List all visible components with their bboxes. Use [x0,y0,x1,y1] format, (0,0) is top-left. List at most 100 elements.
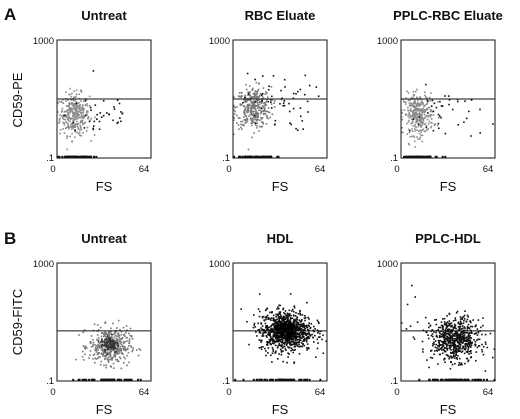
data-point [280,350,283,352]
data-point [263,108,266,110]
data-point [409,136,412,138]
data-point [298,319,301,321]
data-point [286,337,289,340]
data-point [279,313,281,315]
data-point [283,337,285,339]
data-point [405,155,407,158]
data-point [455,327,457,330]
data-point [454,350,457,353]
data-point [262,335,265,337]
data-point [416,121,418,124]
data-point [301,319,303,321]
data-point [282,315,285,318]
data-point [428,114,431,117]
data-point [443,358,445,361]
data-point [279,323,282,326]
data-point [442,344,444,346]
data-point [474,325,477,327]
data-point [268,334,270,336]
data-point [286,335,289,337]
data-point [273,339,276,342]
data-point [466,343,468,345]
data-point [107,340,109,342]
data-point [244,155,246,158]
data-point [424,104,427,107]
data-point [448,334,451,336]
data-point [260,339,262,342]
data-point [317,330,320,333]
data-point [282,308,284,311]
data-point [448,99,451,101]
data-point [276,327,278,329]
data-point [262,75,264,77]
data-point [454,326,456,329]
data-point [437,101,439,103]
data-point [74,155,77,158]
data-point [431,357,434,359]
data-point [299,378,302,381]
data-point [253,110,255,113]
data-point [97,352,100,354]
data-point [105,344,108,347]
data-point [290,334,292,337]
data-point [286,333,289,335]
data-point [475,359,477,362]
data-point [297,326,299,329]
data-point [68,101,71,104]
data-point [425,125,428,127]
data-point [248,97,251,100]
data-point [312,336,315,339]
data-point [270,354,272,357]
data-point [92,338,94,341]
data-point [449,367,452,370]
data-point [253,132,255,134]
data-point [422,108,424,110]
data-point [459,320,462,323]
data-point [316,347,319,350]
data-point [263,378,266,381]
data-point [424,109,427,112]
data-point [253,119,255,121]
data-point [459,334,462,336]
data-point [432,344,434,347]
data-point [298,378,301,381]
data-point [258,328,261,331]
data-point [438,346,440,348]
data-point [69,117,72,119]
data-point [88,155,91,158]
data-point [467,341,470,344]
data-point [409,129,411,132]
data-point [415,126,417,129]
data-point [446,345,448,347]
data-point [261,92,264,95]
data-point [71,103,74,106]
data-point [306,347,308,349]
data-point [432,110,435,113]
data-point [413,109,415,112]
data-point [119,356,121,358]
data-point [296,345,299,348]
data-point [424,91,426,94]
x-tick-label: 64 [315,387,326,398]
data-point [86,126,89,129]
data-point [66,118,69,120]
data-point [69,125,72,128]
data-point [446,321,449,323]
data-point [292,343,295,346]
data-point [74,126,76,128]
data-point [423,155,426,158]
data-point [430,105,433,107]
data-point [287,335,290,338]
data-point [123,333,126,335]
data-point [459,350,462,352]
data-point [307,336,309,338]
data-point [315,86,318,88]
data-point [298,353,301,355]
data-point [104,331,106,334]
data-point [317,342,319,344]
data-point [271,95,273,98]
data-point [300,329,302,331]
data-point [289,316,292,319]
data-point [128,338,131,340]
data-point [118,339,121,341]
